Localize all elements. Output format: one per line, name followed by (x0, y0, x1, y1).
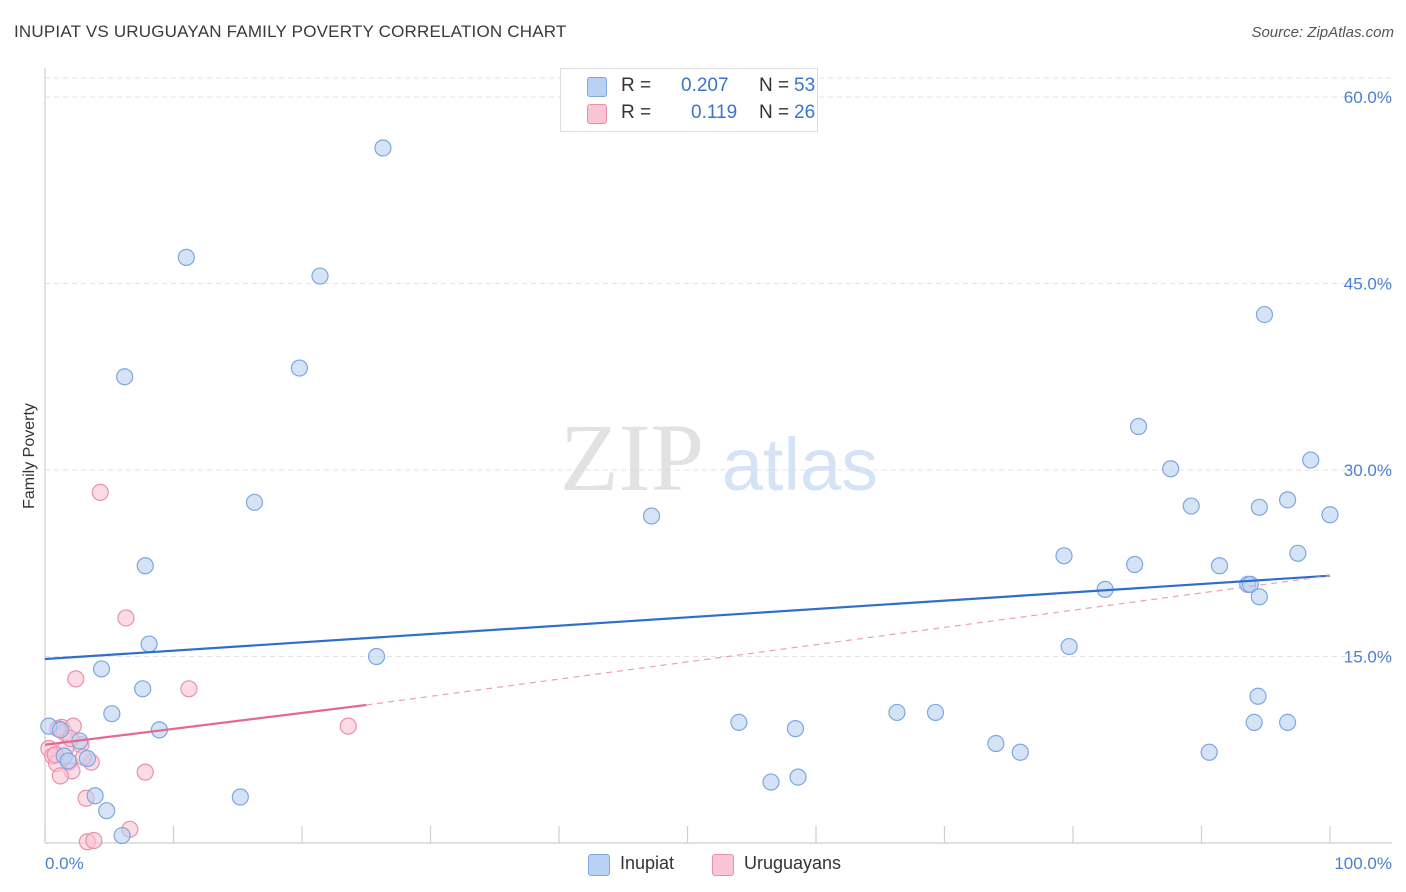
inupiat-point (1126, 555, 1144, 574)
uruguayans-point (339, 717, 357, 735)
trendlines (44, 574, 1331, 746)
inupiat-point (987, 734, 1005, 753)
inupiat-point (136, 557, 154, 575)
y-axis-label: Family Poverty (21, 403, 38, 509)
inupiat-point (374, 139, 392, 157)
uruguayans-point (91, 483, 109, 501)
chart-title: INUPIAT VS URUGUAYAN FAMILY POVERTY CORR… (14, 22, 567, 41)
watermark-atlas: atlas (722, 423, 878, 506)
inupiat-points (40, 139, 1339, 845)
y-tick-label: 45.0% (1344, 275, 1392, 294)
inupiat-point (98, 802, 116, 820)
inupiat-swatch (587, 77, 607, 97)
inupiat-point (1302, 451, 1320, 469)
uruguayans-point (67, 670, 85, 688)
inupiat-point (1255, 305, 1274, 324)
inupiat-point (1129, 417, 1148, 436)
inupiat-point (1245, 713, 1263, 731)
legend-r-label: R = (621, 75, 652, 96)
inupiat-legend-swatch (588, 854, 610, 876)
inupiat-point (1278, 713, 1297, 731)
legend-row-inupiat: R = 0.207 N = 53 (587, 75, 815, 99)
inupiat-point (116, 368, 134, 386)
y-tick-label: 30.0% (1344, 461, 1392, 480)
legend-row-uruguayans: R = 0.119 N = 26 (587, 102, 815, 126)
uruguayans-swatch (587, 104, 607, 124)
bottom-legend-inupiat: Inupiat (588, 852, 708, 876)
x-tick-label: 0.0% (45, 854, 84, 873)
legend-n-value-uruguayans: 26 (794, 102, 816, 123)
inupiat-point (367, 647, 386, 666)
legend-r-value-inupiat: 0.207 (681, 75, 729, 96)
inupiat-point (786, 720, 805, 738)
inupiat-point (140, 635, 158, 653)
uruguayans-trendline-extended (366, 575, 1331, 706)
source-label: Source: ZipAtlas.com (1251, 24, 1394, 41)
inupiat-point (1055, 547, 1073, 565)
inupiat-point (1182, 497, 1200, 515)
uruguayans-point (117, 609, 135, 627)
legend-n-label: N = (759, 75, 790, 96)
inupiat-trendline (44, 574, 1331, 661)
inupiat-point (888, 703, 906, 722)
inupiat-point (311, 267, 329, 285)
uruguayans-legend-label: Uruguayans (744, 853, 842, 873)
y-tick-label: 15.0% (1344, 648, 1392, 667)
y-tick-label: 60.0% (1344, 88, 1392, 107)
legend-r-value-uruguayans: 0.119 (691, 102, 738, 123)
inupiat-point (177, 248, 195, 266)
inupiat-point (1249, 687, 1267, 705)
inupiat-point (1162, 460, 1180, 478)
inupiat-point (59, 752, 77, 770)
inupiat-point (51, 721, 70, 739)
inupiat-point (926, 703, 945, 722)
legend-n-label: N = (759, 102, 790, 123)
gridlines (45, 77, 1392, 657)
inupiat-point (231, 788, 249, 806)
inupiat-point (1011, 743, 1029, 761)
tick-labels: 15.0% 30.0% 45.0% 60.0% 0.0% 100.0% (45, 88, 1392, 873)
inupiat-point (78, 749, 97, 768)
inupiat-point (1250, 498, 1268, 516)
x-tick-label: 100.0% (1334, 854, 1392, 873)
inupiat-point (1200, 743, 1218, 761)
inupiat-point (789, 768, 807, 786)
axes (44, 68, 1392, 844)
bottom-legend-uruguayans: Uruguayans (712, 852, 872, 876)
inupiat-point (103, 705, 121, 723)
inupiat-point (1060, 637, 1078, 656)
legend-r-label: R = (621, 102, 652, 123)
inupiat-point (730, 713, 748, 731)
uruguayans-point (136, 763, 154, 781)
inupiat-point (1289, 544, 1307, 562)
inupiat-point (642, 507, 661, 525)
correlation-legend: R = 0.207 N = 53 R = 0.119 N = 26 (560, 68, 818, 132)
inupiat-point (1278, 491, 1297, 509)
uruguayans-trendline (44, 703, 367, 746)
uruguayans-point (180, 680, 198, 698)
inupiat-point (134, 680, 152, 698)
inupiat-point (762, 773, 780, 791)
legend-n-value-inupiat: 53 (794, 75, 816, 96)
inupiat-point (1250, 588, 1268, 606)
uruguayans-points (40, 483, 357, 851)
uruguayans-point (51, 767, 70, 785)
watermark-zip: ZIP (560, 404, 704, 511)
inupiat-point (86, 787, 104, 805)
inupiat-point (1321, 506, 1339, 524)
inupiat-point (1210, 557, 1229, 575)
inupiat-point (245, 493, 264, 511)
inupiat-point (290, 359, 309, 377)
inupiat-point (113, 826, 131, 845)
inupiat-legend-label: Inupiat (620, 853, 675, 873)
uruguayans-point (85, 831, 103, 850)
inupiat-point (92, 660, 111, 678)
uruguayans-legend-swatch (712, 854, 734, 876)
